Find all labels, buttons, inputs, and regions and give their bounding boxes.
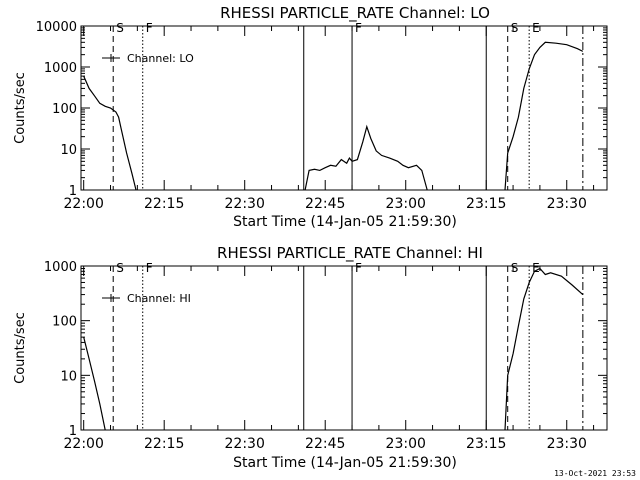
lo-marker-label: F: [355, 21, 362, 35]
lo-y-axis-label: Counts/sec: [13, 72, 28, 144]
hi-marker-label: E: [532, 261, 540, 275]
hi-x-axis: 22:00 22:15 22:30 22:45 23:00 23:15 23:30: [64, 266, 595, 452]
lo-y-tick-label: 1000: [44, 61, 77, 76]
hi-y-tick-label: 10: [60, 369, 77, 384]
hi-plot-frame: [80, 265, 608, 431]
lo-x-tick-label: 22:00: [64, 196, 104, 212]
hi-x-tick-label: 22:45: [305, 436, 345, 452]
hi-x-tick-label: 22:30: [225, 436, 265, 452]
lo-rate-line: [504, 41, 584, 191]
footer-date: 13-Oct-2021 23:53: [554, 469, 636, 478]
lo-rate-series: [83, 41, 584, 191]
lo-x-tick-label: 23:30: [547, 196, 587, 212]
hi-y-tick-label: 1000: [44, 260, 77, 275]
hi-legend-label: Channel: HI: [127, 292, 191, 305]
hi-marker-label: F: [355, 261, 362, 275]
lo-y-tick-label: 100: [52, 102, 77, 117]
hi-x-tick-label: 23:30: [547, 436, 587, 452]
lo-legend-label: Channel: LO: [127, 52, 194, 65]
hi-x-tick-label: 22:15: [144, 436, 184, 452]
lo-chart-title: RHESSI PARTICLE_RATE Channel: LO: [220, 4, 490, 23]
lo-x-tick-label: 23:15: [466, 196, 506, 212]
lo-x-tick-label: 23:00: [386, 196, 426, 212]
lo-rate-line: [304, 124, 428, 191]
lo-x-tick-label: 22:45: [305, 196, 345, 212]
hi-y-axis: 1 10 100 1000: [44, 260, 607, 439]
lo-x-tick-label: 22:30: [225, 196, 265, 212]
lo-rate-line: [83, 75, 137, 191]
hi-channel-panel: RHESSI PARTICLE_RATE Channel: HI Start T…: [13, 244, 608, 471]
hi-rate-line: [83, 336, 106, 431]
hi-marker-label: F: [146, 261, 153, 275]
hi-marker-label: S: [511, 261, 519, 275]
lo-marker-label: F: [146, 21, 153, 35]
hi-y-axis-label: Counts/sec: [13, 312, 28, 384]
lo-marker-label: S: [116, 21, 124, 35]
hi-y-tick-label: 1: [69, 424, 77, 439]
hi-x-tick-label: 23:00: [386, 436, 426, 452]
lo-channel-panel: RHESSI PARTICLE_RATE Channel: LO Start T…: [13, 4, 608, 230]
lo-x-axis: 22:00 22:15 22:30 22:45 23:00 23:15 23:30: [64, 26, 595, 212]
hi-x-tick-label: 23:15: [466, 436, 506, 452]
lo-y-axis: 1 10 100 1000 10000: [36, 20, 607, 199]
lo-marker-label: E: [532, 21, 540, 35]
hi-x-axis-label: Start Time (14-Jan-05 21:59:30): [233, 455, 457, 471]
lo-y-tick-label: 10: [60, 143, 77, 158]
hi-marker-label: S: [116, 261, 124, 275]
hi-x-tick-label: 22:00: [64, 436, 104, 452]
lo-marker-label: S: [511, 21, 519, 35]
hi-chart-title: RHESSI PARTICLE_RATE Channel: HI: [217, 244, 483, 263]
hi-rate-line: [504, 267, 584, 431]
lo-y-tick-label: 10000: [36, 20, 77, 35]
hi-rate-series: [83, 267, 584, 431]
lo-x-tick-label: 22:15: [144, 196, 184, 212]
hi-y-tick-label: 100: [52, 315, 77, 330]
lo-x-axis-label: Start Time (14-Jan-05 21:59:30): [233, 214, 457, 230]
lo-y-tick-label: 1: [69, 184, 77, 199]
